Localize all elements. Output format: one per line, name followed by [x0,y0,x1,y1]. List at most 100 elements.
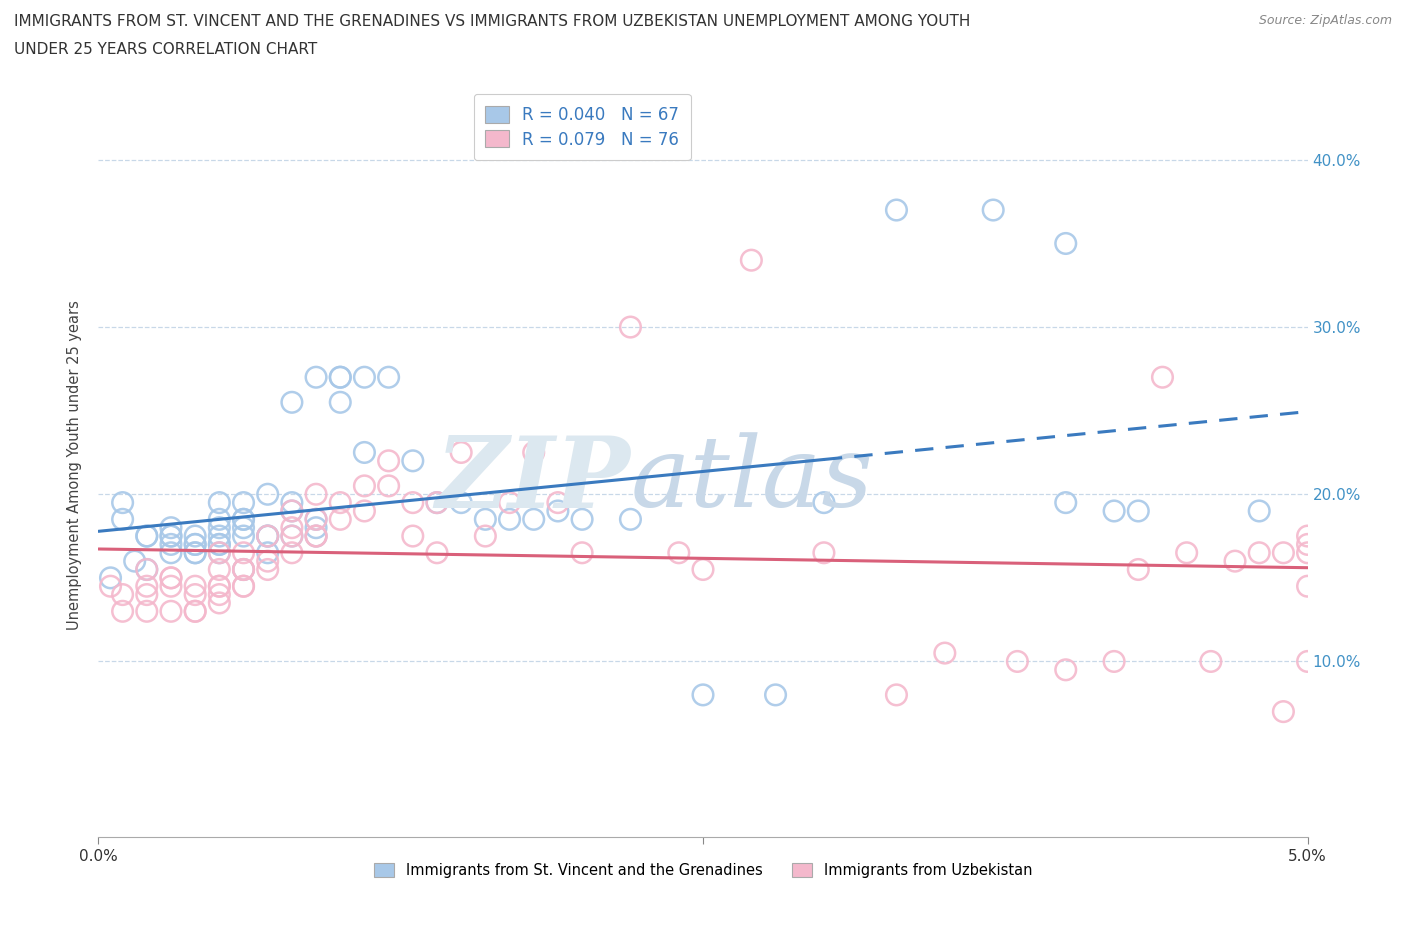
Point [1296,537,1319,551]
Point [1152,370,1174,385]
Point [450,445,472,460]
Point [160,537,183,551]
Point [281,503,304,518]
Point [232,520,254,535]
Point [305,512,328,526]
Point [619,512,641,526]
Point [256,486,278,501]
Point [1128,562,1150,577]
Point [208,587,231,602]
Point [208,520,231,535]
Point [571,545,593,560]
Point [402,454,425,469]
Point [1296,528,1319,543]
Point [353,445,375,460]
Point [305,528,328,543]
Point [135,587,157,602]
Point [305,370,328,385]
Point [281,503,304,518]
Point [232,528,254,543]
Point [232,495,254,510]
Point [184,604,207,618]
Point [135,604,157,618]
Point [208,537,231,551]
Point [329,370,352,385]
Point [377,370,399,385]
Point [232,578,254,593]
Point [450,495,472,510]
Point [619,320,641,335]
Point [692,687,714,702]
Point [886,203,908,218]
Point [208,578,231,593]
Text: UNDER 25 YEARS CORRELATION CHART: UNDER 25 YEARS CORRELATION CHART [14,42,318,57]
Point [281,520,304,535]
Point [111,604,134,618]
Point [184,537,207,551]
Point [160,570,183,585]
Point [184,587,207,602]
Point [523,445,546,460]
Point [1296,654,1319,669]
Point [934,645,956,660]
Point [1199,654,1222,669]
Point [765,687,787,702]
Point [547,495,569,510]
Point [813,495,835,510]
Point [426,495,449,510]
Point [232,562,254,577]
Point [353,478,375,493]
Point [523,512,546,526]
Text: ZIP: ZIP [436,432,630,528]
Point [160,528,183,543]
Point [305,520,328,535]
Point [184,528,207,543]
Point [498,495,520,510]
Point [256,545,278,560]
Point [353,370,375,385]
Point [1272,545,1295,560]
Point [281,395,304,410]
Point [1054,662,1077,677]
Point [232,512,254,526]
Point [1223,553,1246,568]
Point [111,495,134,510]
Point [1249,503,1271,518]
Point [160,545,183,560]
Point [232,578,254,593]
Point [208,545,231,560]
Point [1102,654,1125,669]
Point [498,512,520,526]
Point [184,604,207,618]
Point [1102,503,1125,518]
Text: Source: ZipAtlas.com: Source: ZipAtlas.com [1258,14,1392,27]
Point [135,578,157,593]
Point [232,545,254,560]
Legend: Immigrants from St. Vincent and the Grenadines, Immigrants from Uzbekistan: Immigrants from St. Vincent and the Gren… [367,856,1039,885]
Point [692,562,714,577]
Point [305,486,328,501]
Point [305,512,328,526]
Point [281,545,304,560]
Point [135,528,157,543]
Point [377,478,399,493]
Point [184,545,207,560]
Point [256,528,278,543]
Point [256,553,278,568]
Point [547,503,569,518]
Point [208,528,231,543]
Point [740,253,762,268]
Point [305,528,328,543]
Point [184,545,207,560]
Point [208,578,231,593]
Point [426,495,449,510]
Point [184,578,207,593]
Point [1175,545,1198,560]
Text: IMMIGRANTS FROM ST. VINCENT AND THE GRENADINES VS IMMIGRANTS FROM UZBEKISTAN UNE: IMMIGRANTS FROM ST. VINCENT AND THE GREN… [14,14,970,29]
Point [402,495,425,510]
Point [571,512,593,526]
Point [329,512,352,526]
Point [281,528,304,543]
Point [208,595,231,610]
Point [100,578,122,593]
